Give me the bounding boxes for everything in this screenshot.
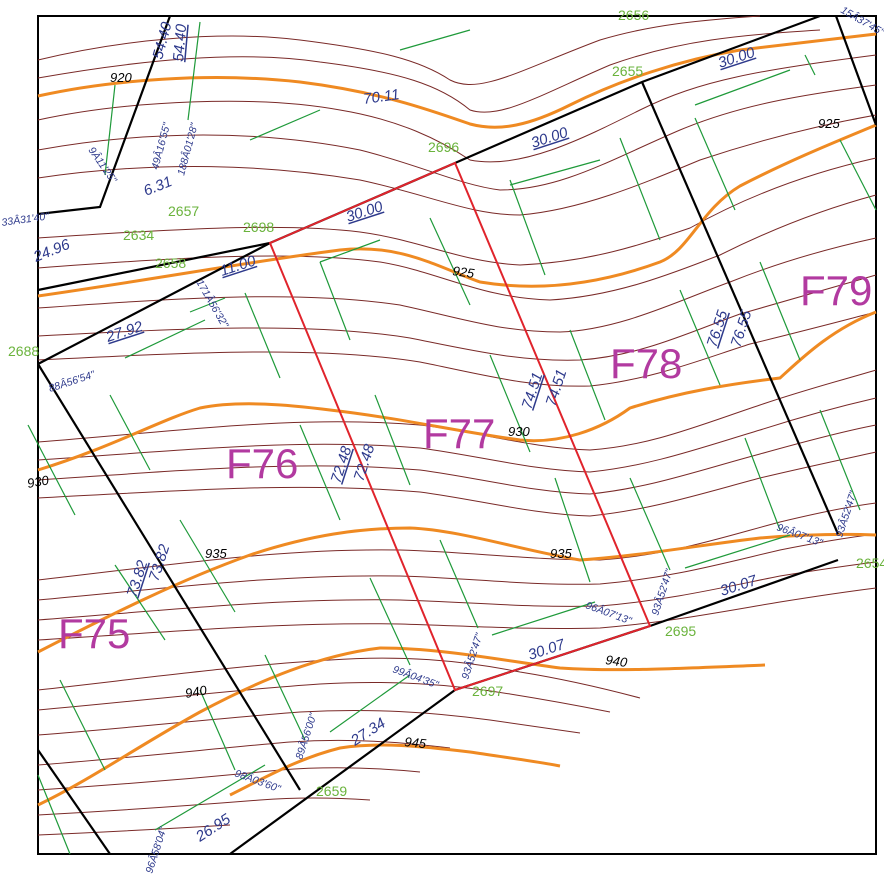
- elevation-label: 945: [404, 734, 428, 751]
- point-label: 2654: [856, 555, 884, 571]
- elevation-label: 930: [26, 472, 51, 491]
- point-label: 2658: [155, 255, 186, 271]
- map-frame: [37, 15, 877, 855]
- point-label: 2657: [168, 203, 199, 219]
- lot-label-f79: F79: [800, 267, 872, 314]
- point-label: 2695: [665, 623, 696, 639]
- minor-contours: [37, 15, 877, 836]
- elevation-label: 940: [184, 682, 209, 701]
- index-contours: [37, 32, 877, 807]
- elevation-label: 925: [818, 116, 840, 131]
- elevation-label: 930: [508, 424, 530, 439]
- point-label: 2698: [243, 219, 274, 235]
- point-label: 2688: [8, 343, 39, 359]
- lot-label-f77: F77: [423, 410, 495, 457]
- distance-label: 70.11: [362, 86, 400, 108]
- point-label: 2697: [472, 683, 503, 699]
- elevation-label: 935: [205, 546, 227, 561]
- subject-lot-boundary: [268, 161, 652, 692]
- lot-label-f78: F78: [610, 340, 682, 387]
- elevation-label: 920: [110, 70, 132, 85]
- point-label: 2655: [612, 63, 643, 79]
- lot-label-f76: F76: [226, 440, 298, 487]
- point-label: 2659: [316, 783, 347, 799]
- elevation-label: 935: [550, 546, 572, 561]
- elevation-label: 940: [605, 652, 629, 670]
- point-label: 2696: [428, 139, 459, 155]
- point-label: 2634: [123, 227, 154, 243]
- lot-label-f75: F75: [58, 610, 130, 657]
- slope-ticks: [27, 21, 877, 855]
- elevation-label: 925: [452, 263, 476, 281]
- distance-label: 54.40: [170, 23, 190, 63]
- point-label: 2656: [618, 7, 649, 23]
